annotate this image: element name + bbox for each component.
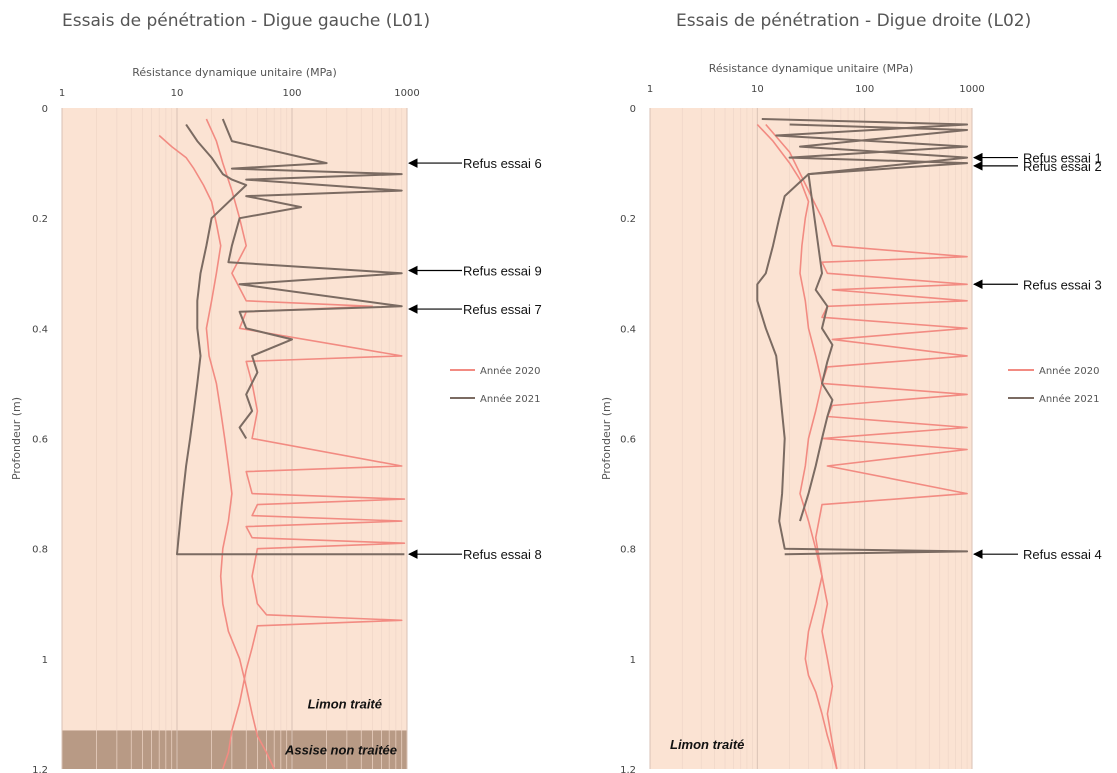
annotation-label: Refus essai 6 xyxy=(463,156,542,171)
legend-label: Année 2020 xyxy=(480,365,540,377)
zone-band xyxy=(62,730,407,769)
y-tick-label: 0 xyxy=(630,104,636,115)
series-line xyxy=(789,123,969,522)
annotation-label: Refus essai 3 xyxy=(1023,277,1102,292)
y-tick-label: 1 xyxy=(42,655,48,666)
y-tick-label: 0.4 xyxy=(32,324,48,335)
y-tick-label: 0.8 xyxy=(620,545,636,556)
zone-label: Limon traité xyxy=(308,696,382,711)
x-tick-label: 1 xyxy=(647,84,653,95)
series-line xyxy=(221,118,403,440)
chart-title-1: Essais de pénétration - Digue gauche (L0… xyxy=(62,11,430,31)
y-tick-label: 0.6 xyxy=(32,435,48,446)
legend-label: Année 2021 xyxy=(1039,393,1099,405)
y-tick-label: 0.4 xyxy=(620,324,636,335)
legend-label: Année 2020 xyxy=(1039,365,1099,377)
annotation-label: Refus essai 4 xyxy=(1023,547,1102,562)
y-tick-label: 0.8 xyxy=(32,545,48,556)
y-axis-label: Profondeur (m) xyxy=(10,397,23,480)
y-tick-label: 1 xyxy=(630,655,636,666)
y-tick-label: 1.2 xyxy=(620,765,636,773)
chart-title-2: Essais de pénétration - Digue droite (L0… xyxy=(676,11,1031,31)
x-tick-label: 10 xyxy=(171,88,184,99)
zone-label: Limon traité xyxy=(670,737,744,752)
y-tick-label: 0.6 xyxy=(620,435,636,446)
x-axis-label: Résistance dynamique unitaire (MPa) xyxy=(709,62,914,75)
y-tick-label: 0.2 xyxy=(32,214,48,225)
x-axis-label: Résistance dynamique unitaire (MPa) xyxy=(132,66,337,79)
annotation-label: Refus essai 8 xyxy=(463,547,542,562)
y-tick-label: 0 xyxy=(42,104,48,115)
annotation-label: Refus essai 9 xyxy=(463,263,542,278)
y-axis-label: Profondeur (m) xyxy=(600,397,613,480)
series-line xyxy=(158,134,275,770)
x-tick-label: 1 xyxy=(59,88,65,99)
annotation-label: Refus essai 1 xyxy=(1023,151,1102,166)
annotation-label: Refus essai 2 xyxy=(1023,159,1102,174)
series-line xyxy=(176,123,405,556)
plot-area-1 xyxy=(62,108,407,769)
y-tick-label: 1.2 xyxy=(32,765,48,773)
annotation-label: Refus essai 7 xyxy=(463,302,542,317)
x-tick-label: 10 xyxy=(751,84,764,95)
x-tick-label: 100 xyxy=(282,88,301,99)
zone-label: Assise non traitée xyxy=(284,743,397,758)
plot-area-2 xyxy=(650,108,972,769)
y-tick-label: 0.2 xyxy=(620,214,636,225)
legend-label: Année 2021 xyxy=(480,393,540,405)
x-tick-label: 1000 xyxy=(394,88,419,99)
x-tick-label: 1000 xyxy=(959,84,984,95)
x-tick-label: 100 xyxy=(855,84,874,95)
series-line xyxy=(756,123,838,770)
series-line xyxy=(205,118,406,770)
